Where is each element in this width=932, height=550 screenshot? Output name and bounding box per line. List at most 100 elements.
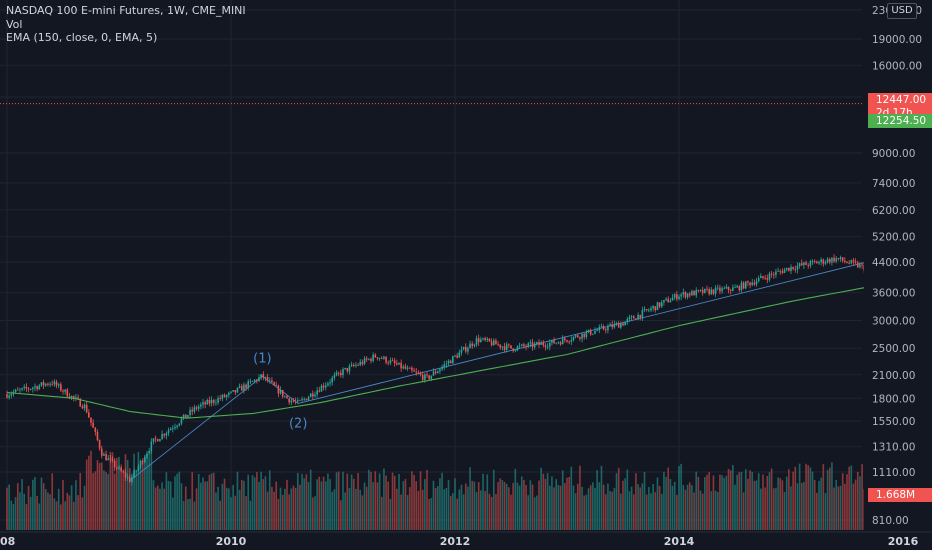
candle-body — [452, 356, 454, 364]
candle — [312, 390, 314, 400]
candle-body — [376, 357, 379, 359]
candle — [113, 457, 116, 471]
candle — [854, 258, 857, 265]
candle — [439, 367, 441, 374]
candle-body — [98, 440, 101, 449]
candle-body — [131, 477, 133, 483]
time-axis-background[interactable] — [0, 532, 932, 550]
volume-bar — [443, 489, 446, 530]
candle — [848, 260, 850, 265]
candle — [128, 474, 131, 483]
candle — [165, 431, 168, 440]
price-tick-label: 5200.00 — [872, 232, 915, 244]
price-axis-background[interactable] — [864, 0, 932, 532]
candle-body — [126, 477, 129, 478]
volume-bar — [596, 470, 598, 530]
volume-bar — [361, 495, 364, 530]
candle-body — [253, 379, 256, 382]
candle — [727, 286, 730, 294]
volume-bar — [40, 477, 43, 530]
candle-body — [488, 338, 491, 342]
candle-body — [835, 258, 838, 262]
candle-body — [723, 288, 726, 290]
ema-legend[interactable]: EMA (150, close, 0, EMA, 5) — [6, 31, 158, 44]
candle — [697, 289, 700, 293]
time-axis[interactable]: 082010201220142016201820202022 — [0, 535, 932, 548]
candle — [688, 292, 691, 298]
symbol-title[interactable]: NASDAQ 100 E-mini Futures, 1W, CME_MINI — [6, 4, 246, 17]
currency-button[interactable]: USD — [887, 3, 917, 19]
candle-body — [413, 370, 415, 372]
volume-bar — [322, 476, 325, 530]
candle-body — [602, 326, 605, 330]
candle-body — [34, 386, 36, 388]
candle — [671, 294, 674, 301]
volume-bar — [301, 473, 303, 530]
candle-body — [161, 433, 163, 440]
volume-bar — [467, 486, 469, 530]
candle — [389, 357, 392, 366]
candle — [632, 314, 635, 319]
volume-bar — [844, 483, 846, 530]
candle — [499, 344, 502, 350]
candle-body — [208, 399, 211, 404]
candle — [449, 359, 452, 364]
candle — [344, 367, 346, 370]
candle-body — [385, 356, 387, 363]
candle — [738, 285, 741, 292]
candle — [370, 357, 372, 364]
candle-body — [790, 266, 792, 271]
candle-body — [292, 400, 295, 402]
candle-body — [828, 259, 831, 263]
candle — [531, 338, 534, 351]
candle — [139, 459, 142, 470]
candle — [340, 369, 342, 378]
candle-body — [81, 406, 84, 409]
candle-body — [583, 333, 586, 337]
candle-body — [344, 367, 346, 370]
volume-bar — [811, 471, 814, 530]
candle — [695, 287, 698, 298]
volume-bar — [116, 457, 118, 530]
candle-body — [169, 428, 172, 431]
volume-bar — [551, 476, 553, 530]
candle-body — [116, 467, 118, 469]
candle — [667, 296, 670, 303]
candle-body — [393, 360, 396, 364]
candle — [553, 337, 555, 344]
candle-body — [193, 407, 196, 412]
candle — [294, 397, 297, 405]
candle-body — [548, 342, 551, 347]
volume-bar — [219, 500, 222, 530]
chart-grid — [0, 0, 904, 530]
candle — [548, 339, 551, 351]
candle-body — [333, 375, 336, 378]
candle-body — [266, 376, 269, 381]
candle-body — [445, 363, 448, 365]
candle — [579, 336, 581, 342]
candle-body — [686, 293, 689, 298]
candle-body — [641, 310, 644, 318]
candle — [611, 320, 614, 330]
candle — [775, 268, 777, 279]
candle-body — [732, 287, 734, 291]
volume-bar — [408, 487, 411, 530]
candle — [781, 268, 784, 275]
volume-bar — [314, 496, 316, 530]
candle — [846, 261, 848, 264]
candle — [363, 356, 366, 366]
volume-bar — [288, 494, 290, 530]
candle — [607, 323, 609, 334]
candle-body — [191, 409, 194, 412]
candle-body — [533, 343, 536, 348]
candle — [490, 338, 493, 347]
candle — [441, 364, 443, 371]
candle — [193, 404, 196, 414]
candle-body — [232, 390, 234, 392]
candle — [126, 473, 129, 481]
candle-body — [744, 281, 747, 289]
candle — [835, 256, 838, 264]
candle — [497, 341, 499, 347]
volume-legend[interactable]: Vol — [6, 17, 23, 31]
